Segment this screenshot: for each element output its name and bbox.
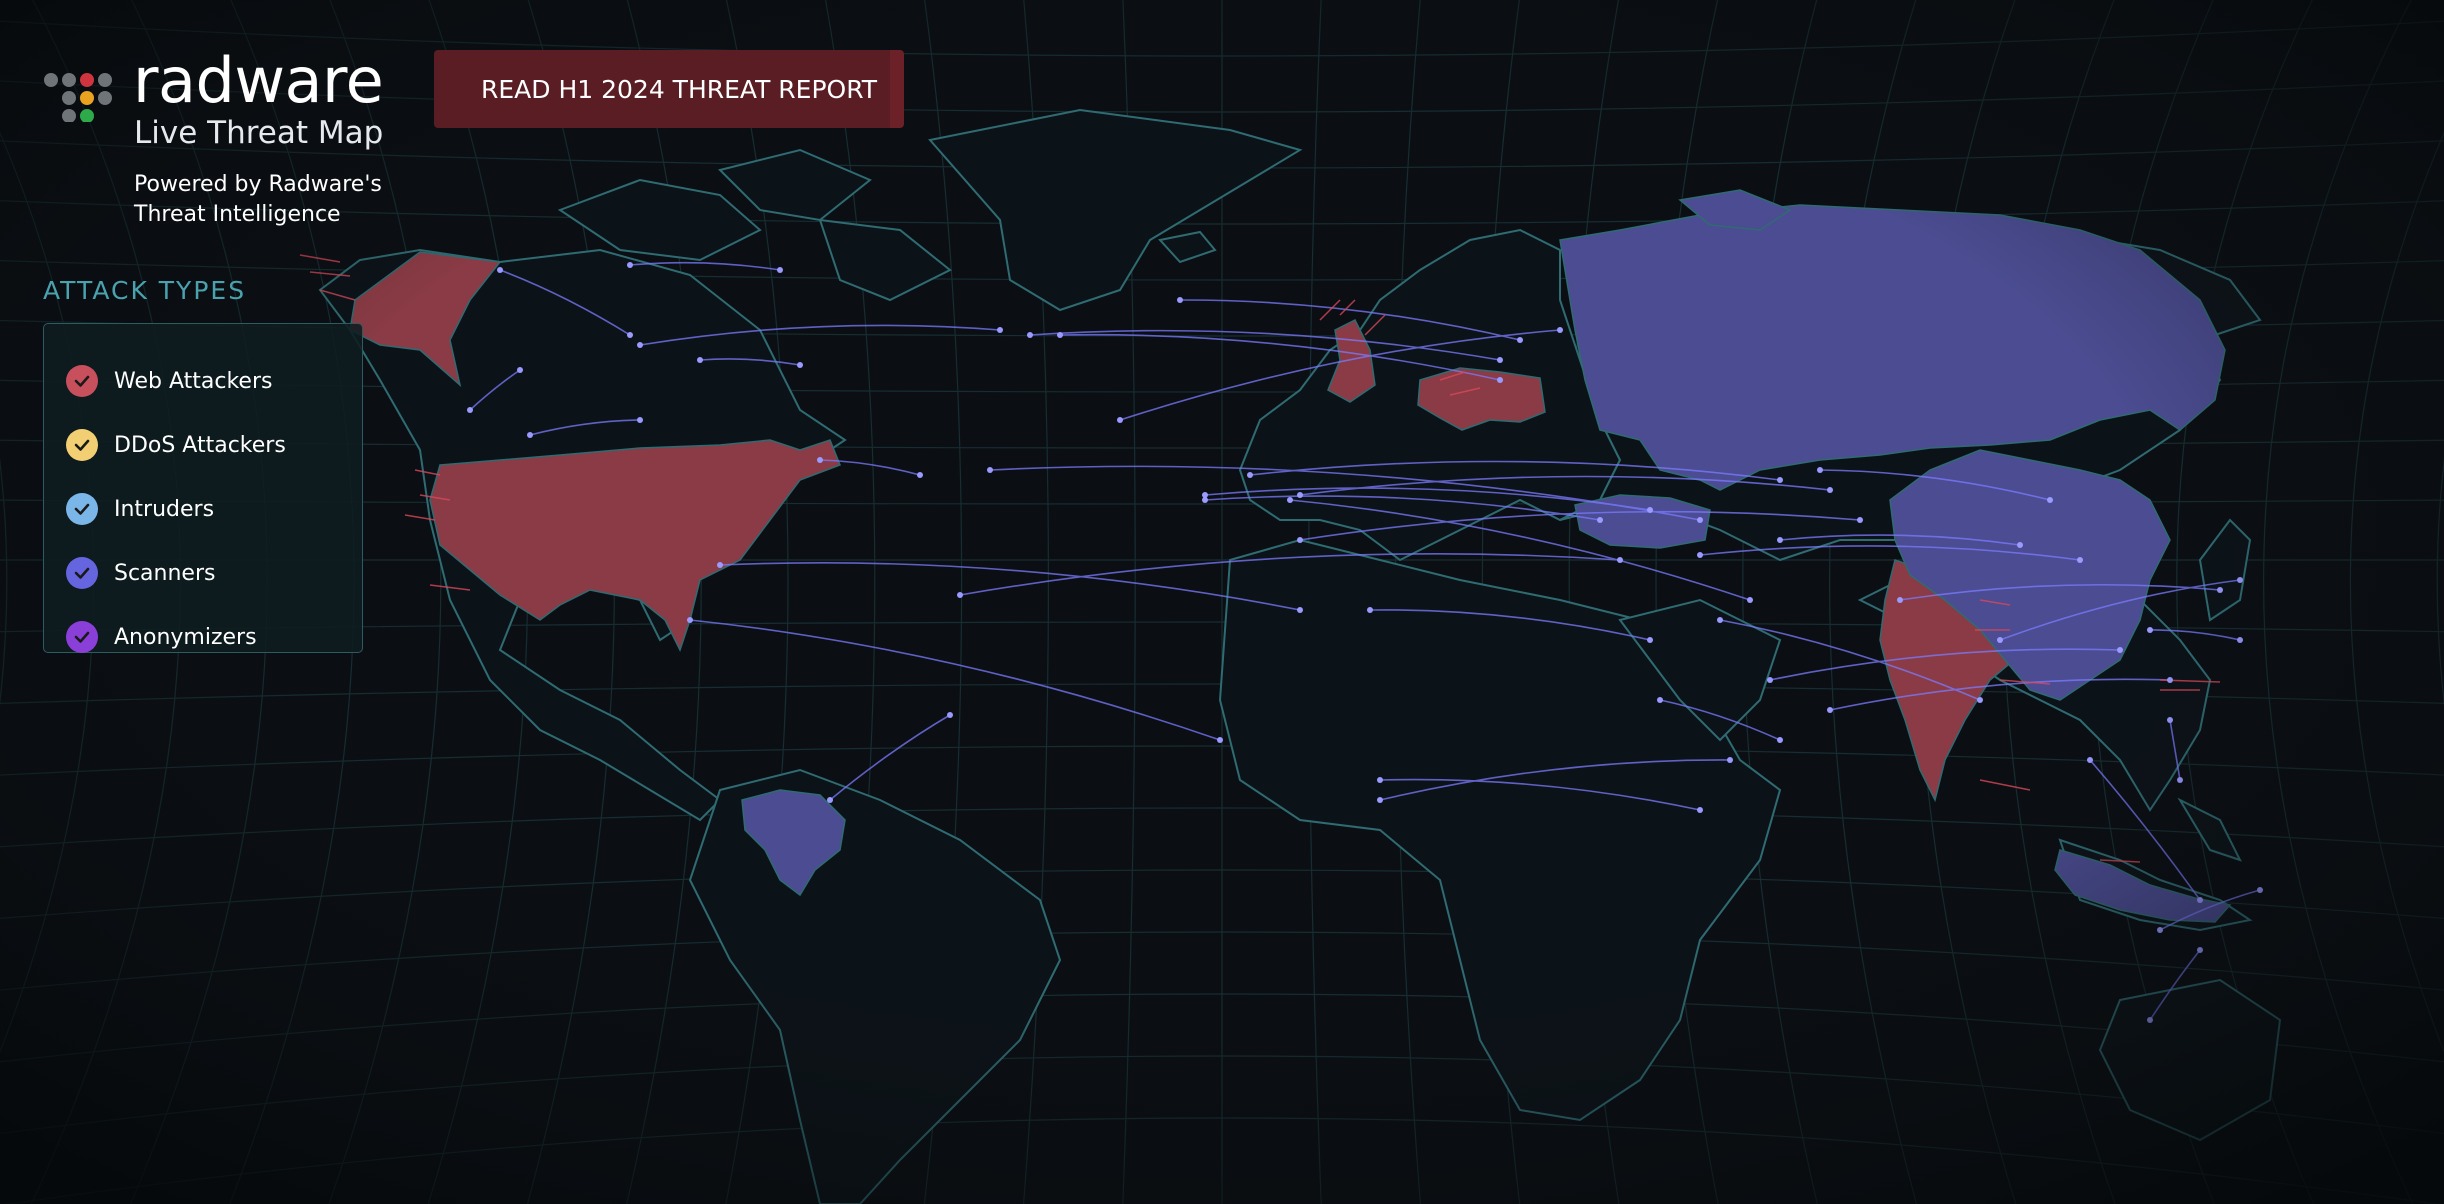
attack-type-intruders[interactable]: Intruders: [66, 489, 214, 529]
attack-type-label: Anonymizers: [114, 624, 257, 650]
iceland: [1158, 230, 1217, 264]
check-icon: [66, 429, 98, 461]
page-title: Live Threat Map: [134, 115, 384, 151]
check-icon: [66, 365, 98, 397]
brand-name: radware: [133, 44, 384, 117]
check-icon: [66, 557, 98, 589]
radware-logo-icon: [44, 73, 112, 122]
attack-types-panel: Web Attackers DDoS Attackers Intruders S…: [43, 323, 363, 653]
attack-type-label: Web Attackers: [114, 368, 273, 394]
read-threat-report-button[interactable]: READ H1 2024 THREAT REPORT: [434, 50, 904, 128]
attack-type-label: Scanners: [114, 560, 216, 586]
attack-type-scanners[interactable]: Scanners: [66, 553, 215, 593]
country-indonesia: [2054, 849, 2232, 923]
attack-type-label: Intruders: [114, 496, 215, 522]
attack-type-ddos-attackers[interactable]: DDoS Attackers: [66, 425, 286, 465]
powered-by-text: Powered by Radware's Threat Intelligence: [134, 172, 382, 227]
attack-type-label: DDoS Attackers: [114, 432, 286, 458]
japan: [2198, 518, 2252, 622]
australia: [2098, 978, 2282, 1142]
south-america: [688, 768, 1062, 1204]
attack-types-title: ATTACK TYPES: [43, 276, 247, 305]
check-icon: [66, 493, 98, 525]
attack-type-anonymizers[interactable]: Anonymizers: [66, 617, 257, 657]
attack-type-web-attackers[interactable]: Web Attackers: [66, 361, 272, 401]
check-icon: [66, 621, 98, 653]
